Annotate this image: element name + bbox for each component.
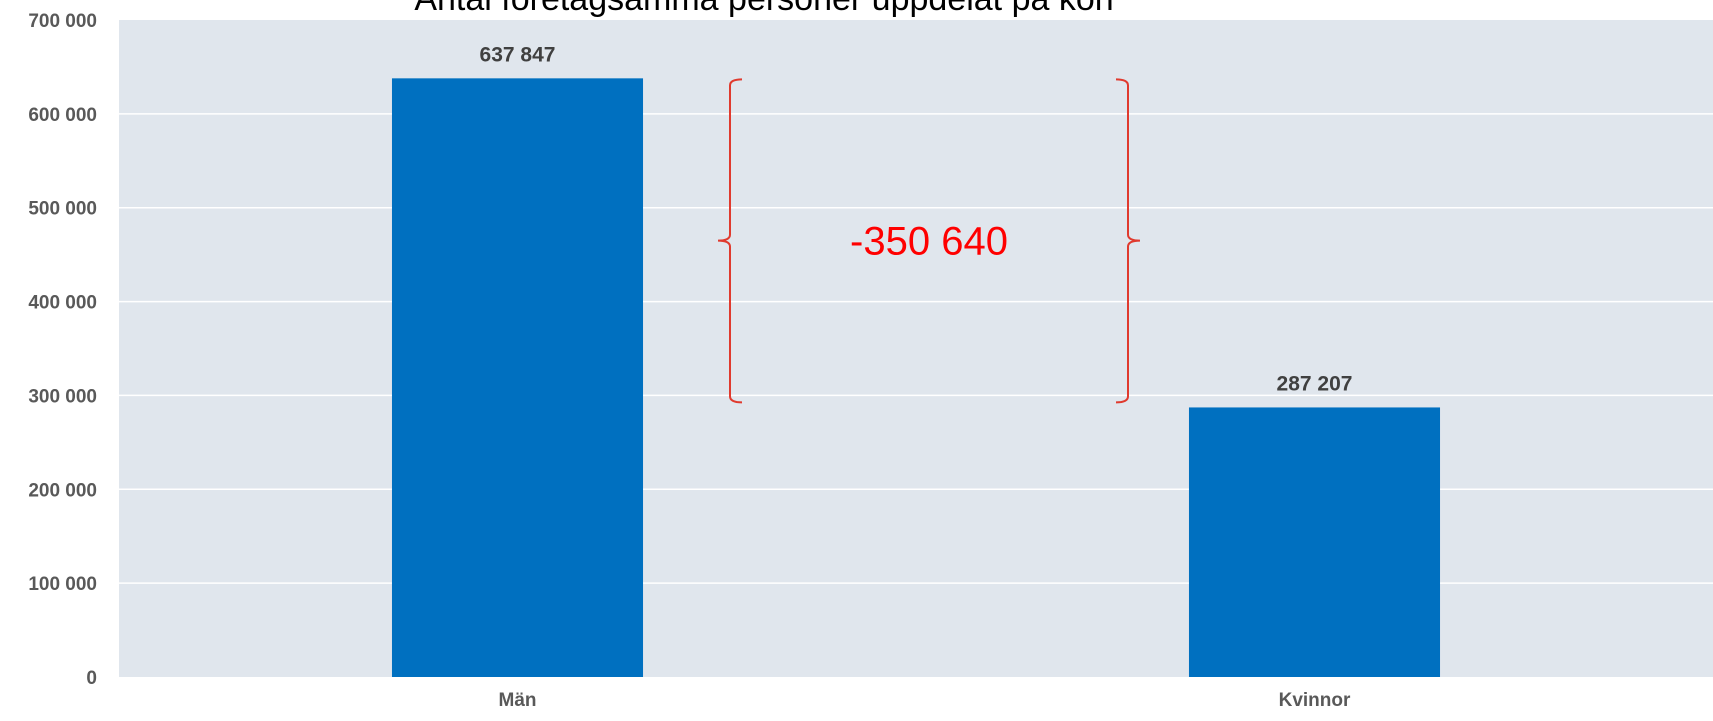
y-tick-label: 400 000 <box>28 293 97 314</box>
category-label: Kvinnor <box>1279 690 1351 711</box>
bar-value-label: 637 847 <box>480 43 556 66</box>
left-bracket <box>717 78 743 404</box>
y-tick-label: 700 000 <box>28 11 97 32</box>
y-tick-label: 200 000 <box>28 480 97 501</box>
category-label: Män <box>499 690 537 711</box>
data-labels: 637 847 287 207 <box>480 43 1353 395</box>
chart-title: Antal företagsamma personer uppdelat på … <box>414 0 1113 18</box>
bar-value-label: 287 207 <box>1277 372 1353 395</box>
bar <box>391 78 644 678</box>
difference-annotation: -350 640 <box>717 78 1141 404</box>
difference-label: -350 640 <box>850 220 1008 264</box>
y-tick-label: 100 000 <box>28 574 97 595</box>
bar <box>1188 407 1441 677</box>
plot-area <box>119 20 1713 677</box>
x-axis-categories: Män Kvinnor <box>499 690 1351 711</box>
y-tick-label: 300 000 <box>28 386 97 407</box>
bars <box>391 78 1441 678</box>
gridlines <box>119 113 1713 584</box>
y-axis-ticks: 0 100 000 200 000 300 000 400 000 500 000 600 … <box>28 11 97 689</box>
right-bracket <box>1115 78 1141 404</box>
y-tick-label: 600 000 <box>28 105 97 126</box>
y-tick-label: 0 <box>86 668 97 689</box>
y-tick-label: 500 000 <box>28 199 97 220</box>
